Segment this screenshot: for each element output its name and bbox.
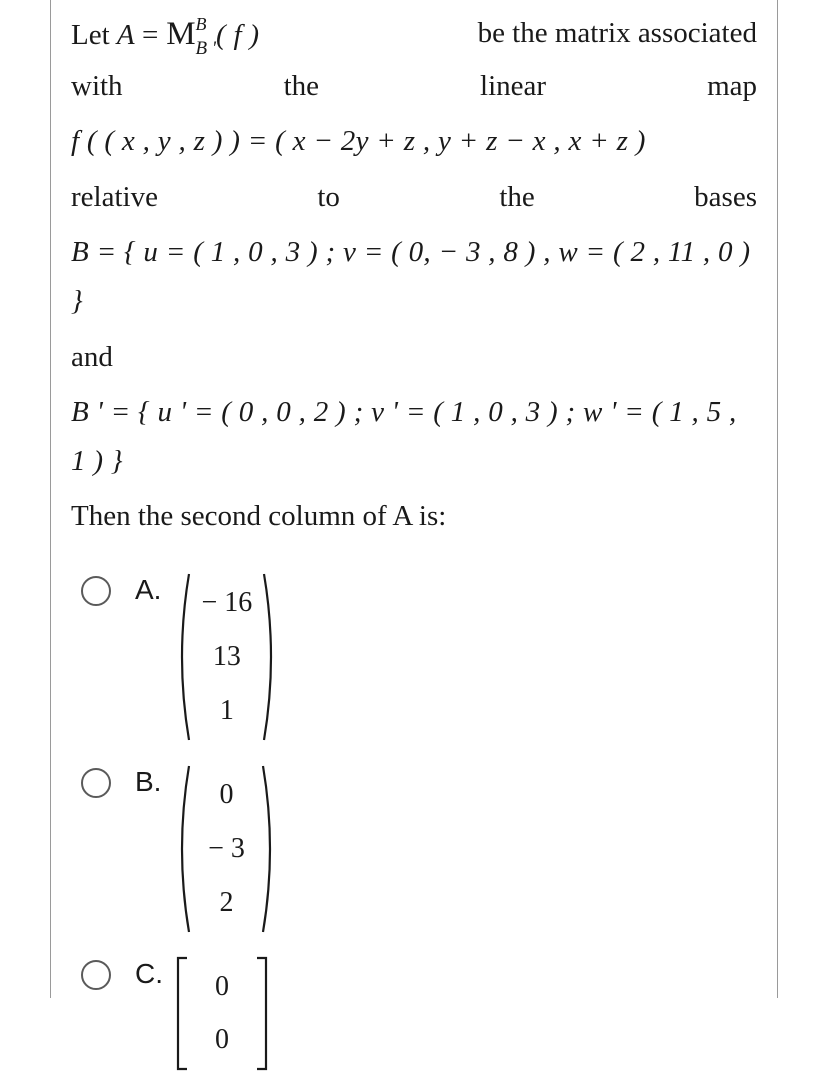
right-bracket-icon	[255, 956, 269, 1071]
page: Let A = MBB '( f ) be the matrix associa…	[0, 0, 828, 998]
word-bases: bases	[694, 173, 757, 222]
val: − 16	[201, 576, 252, 629]
left-paren-icon	[173, 572, 193, 742]
word-the2: the	[499, 173, 534, 222]
val: 0	[215, 960, 229, 1013]
math-A: A =	[117, 19, 166, 51]
answer-list: A. − 16 13 1 B.	[71, 572, 757, 1071]
stem-row-1: Let A = MBB '( f ) be the matrix associa…	[71, 6, 757, 62]
left-bracket-icon	[175, 956, 189, 1071]
text: Let A = MBB '( f )	[71, 6, 259, 62]
content-frame: Let A = MBB '( f ) be the matrix associa…	[50, 0, 778, 998]
radio-C[interactable]	[81, 960, 111, 990]
val: 1	[220, 684, 234, 737]
word-to: to	[317, 173, 340, 222]
stem-row-3: f ( ( x , y , z ) ) = ( x − 2y + z , y +…	[71, 117, 757, 166]
M-supsub: BB '	[196, 19, 216, 56]
val: 0	[215, 1013, 229, 1066]
stem-row-2: with the linear map	[71, 62, 757, 111]
choice-A[interactable]: A. − 16 13 1	[81, 572, 757, 742]
choice-C-vector: 0 0	[175, 956, 269, 1071]
val: 13	[213, 630, 241, 683]
choice-A-letter: A.	[135, 574, 161, 606]
left-paren-icon	[173, 764, 193, 934]
choice-C-values: 0 0	[189, 956, 255, 1071]
word-map: map	[707, 62, 757, 111]
M-sub: B '	[196, 39, 216, 58]
stem-row-6: and	[71, 333, 757, 382]
stem-row-5: B = { u = ( 1 , 0 , 3 ) ; v = ( 0, − 3 ,…	[71, 228, 757, 327]
val: 2	[219, 876, 233, 929]
radio-A[interactable]	[81, 576, 111, 606]
choice-C-letter: C.	[135, 958, 163, 990]
choice-B-vector: 0 − 3 2	[173, 764, 279, 934]
stem-row1-right: be the matrix associated	[478, 9, 757, 58]
choice-B-values: 0 − 3 2	[193, 764, 259, 934]
word-with: with	[71, 62, 123, 111]
stem-row-8: Then the second column of A is:	[71, 492, 757, 541]
val: 0	[219, 768, 233, 821]
choice-C[interactable]: C. 0 0	[81, 956, 757, 1071]
stem-row-7: B ' = { u ' = ( 0 , 0 , 2 ) ; v ' = ( 1 …	[71, 388, 757, 487]
var-A: A	[117, 19, 135, 51]
choice-A-vector: − 16 13 1	[173, 572, 280, 742]
eq-sign: =	[142, 19, 159, 51]
choice-B[interactable]: B. 0 − 3 2	[81, 764, 757, 934]
stem-row-4: relative to the bases	[71, 173, 757, 222]
right-paren-icon	[260, 572, 280, 742]
word-let: Let	[71, 19, 117, 51]
choice-B-letter: B.	[135, 766, 161, 798]
of-f: ( f )	[216, 19, 259, 51]
question-stem: Let A = MBB '( f ) be the matrix associa…	[71, 6, 757, 542]
val: − 3	[208, 822, 245, 875]
word-relative: relative	[71, 173, 158, 222]
choice-A-values: − 16 13 1	[193, 572, 260, 742]
radio-B[interactable]	[81, 768, 111, 798]
word-linear: linear	[480, 62, 546, 111]
matrix-M: M	[166, 16, 195, 52]
M-sup: B	[196, 15, 216, 33]
word-the: the	[284, 62, 319, 111]
right-paren-icon	[259, 764, 279, 934]
